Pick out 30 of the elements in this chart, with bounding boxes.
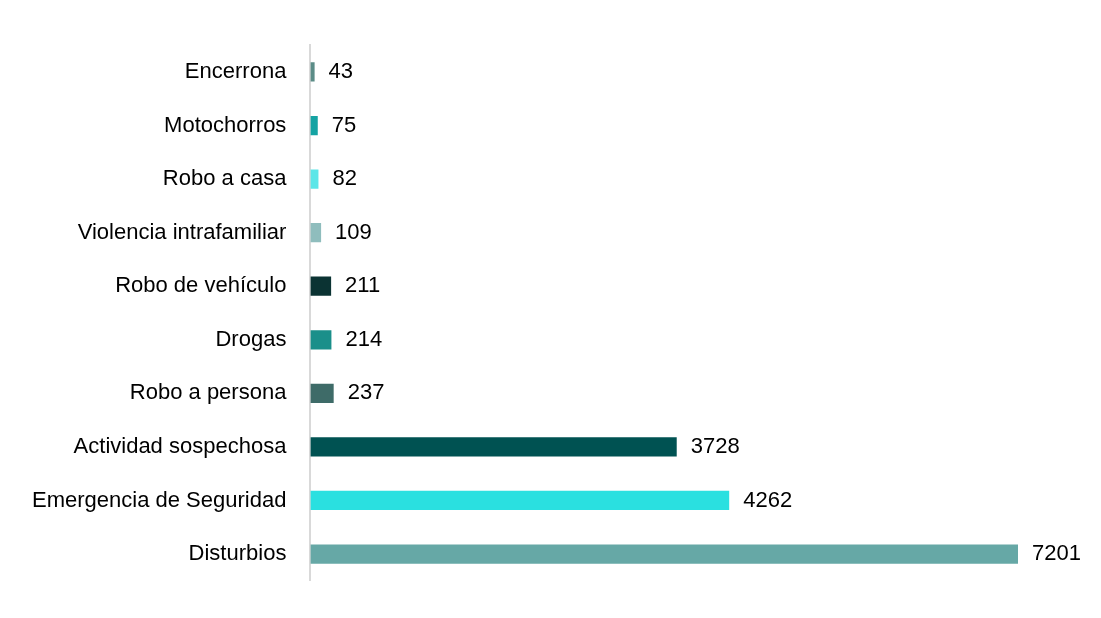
data-label: 7201 <box>1032 540 1081 566</box>
bar <box>310 115 318 136</box>
data-label: 4262 <box>743 486 793 512</box>
y-tick-label: Robo de vehículo <box>115 272 287 298</box>
bar <box>310 223 322 243</box>
data-label: 237 <box>347 379 385 405</box>
bar <box>310 437 677 457</box>
data-label: 109 <box>335 218 372 244</box>
bar <box>310 62 315 82</box>
data-label: 3728 <box>690 432 740 458</box>
data-label: 214 <box>345 325 383 351</box>
bar <box>310 490 730 511</box>
data-label: 43 <box>328 58 354 84</box>
y-tick-label: Disturbios <box>188 540 287 566</box>
bar <box>310 276 332 296</box>
y-tick-label: Motochorros <box>164 111 287 137</box>
y-tick-label: Emergencia de Seguridad <box>32 486 287 512</box>
y-tick-label: Encerrona <box>184 58 288 84</box>
bar <box>310 383 334 403</box>
bar <box>310 169 319 189</box>
y-tick-label: Violencia intrafamiliar <box>77 218 287 244</box>
y-tick-label: Actividad sospechosa <box>73 432 288 458</box>
bar <box>310 330 332 350</box>
bar <box>310 544 1018 564</box>
y-tick-label: Robo a casa <box>162 165 288 191</box>
data-label: 211 <box>345 272 381 298</box>
y-tick-label: Drogas <box>215 325 287 351</box>
data-label: 75 <box>331 111 357 137</box>
data-label: 82 <box>332 165 357 191</box>
y-tick-label: Robo a persona <box>129 379 288 405</box>
